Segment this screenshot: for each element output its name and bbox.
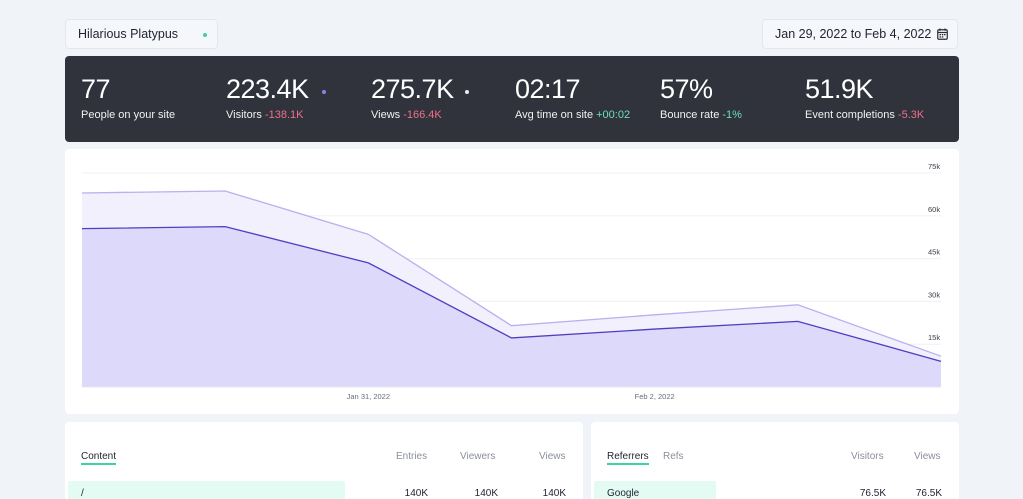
live-status-dot [203, 33, 207, 37]
stat-delta: +00:02 [596, 109, 631, 121]
stat-label: Views [371, 109, 401, 121]
stat-label: People on your site [81, 109, 176, 121]
row-views: 140K [542, 488, 566, 499]
row-visitors: 76.5K [859, 488, 886, 499]
traffic-chart: 75k 60k 45k 30k 15k Jan 31, 2022 Feb 2, 2022 [65, 149, 959, 414]
content-panel: Content Entries Viewers Views / 140K 140… [65, 422, 583, 499]
date-range-picker[interactable]: Jan 29, 2022 to Feb 4, 2022 [762, 19, 958, 49]
row-referrer[interactable]: Google [607, 488, 640, 499]
row-share-bar [68, 481, 345, 499]
column-header-visitors[interactable]: Visitors [851, 451, 884, 462]
x-tick-label: Jan 31, 2022 [347, 392, 390, 401]
y-tick-label: 15k [928, 333, 940, 342]
column-header-views[interactable]: Views [539, 451, 566, 462]
tab-content[interactable]: Content [81, 451, 117, 465]
series-indicator-dot [322, 90, 326, 94]
area-chart: 75k 60k 45k 30k 15k Jan 31, 2022 Feb 2, 2022 [81, 162, 942, 401]
row-views: 76.5K [915, 488, 942, 499]
column-header-entries[interactable]: Entries [396, 451, 428, 462]
y-tick-label: 75k [928, 162, 940, 171]
series-indicator-dot [465, 90, 469, 94]
stat-delta: -1% [722, 109, 742, 121]
date-range-label: Jan 29, 2022 to Feb 4, 2022 [775, 27, 932, 41]
stat-label: Event completions [805, 109, 895, 121]
column-header-viewers[interactable]: Viewers [460, 451, 496, 462]
tab-referrers[interactable]: Referrers [607, 451, 649, 465]
stat-value: 57% [660, 74, 713, 104]
y-tick-label: 60k [928, 205, 940, 214]
stat-value: 77 [81, 74, 111, 104]
stat-visitors[interactable]: 223.4K Visitors -138.1K [226, 74, 326, 121]
row-viewers: 140K [474, 488, 498, 499]
stat-label: Avg time on site [515, 109, 594, 121]
stat-delta: -138.1K [264, 109, 304, 121]
stat-label: Bounce rate [660, 109, 720, 121]
x-tick-label: Feb 2, 2022 [635, 392, 675, 401]
column-header-views[interactable]: Views [914, 451, 941, 462]
stat-views[interactable]: 275.7K Views -166.4K [371, 74, 469, 121]
row-share-bar [594, 481, 716, 499]
stat-value: 275.7K [371, 74, 454, 104]
stat-value: 223.4K [226, 74, 309, 104]
stat-event-completions[interactable]: 51.9K Event completions -5.3K [805, 74, 924, 121]
row-path[interactable]: / [81, 488, 84, 499]
calendar-icon [937, 28, 948, 43]
stat-delta: -166.4K [403, 109, 442, 121]
stat-value: 02:17 [515, 74, 581, 104]
stat-delta: -5.3K [897, 109, 925, 121]
tab-refs[interactable]: Refs [663, 451, 684, 462]
stat-label: Visitors [226, 109, 262, 121]
stat-bounce-rate[interactable]: 57% Bounce rate -1% [660, 74, 742, 121]
site-selector[interactable]: Hilarious Platypus [65, 19, 218, 49]
site-name: Hilarious Platypus [78, 27, 179, 41]
referrers-panel: Referrers Refs Visitors Views Google 76.… [591, 422, 959, 499]
y-tick-label: 30k [928, 290, 940, 299]
stats-bar: 77 People on your site 223.4K Visitors -… [65, 56, 959, 142]
stat-live-visitors[interactable]: 77 People on your site [81, 74, 175, 121]
stat-value: 51.9K [805, 74, 874, 104]
area-visitors [82, 226, 941, 387]
row-entries: 140K [404, 488, 428, 499]
stat-avg-time[interactable]: 02:17 Avg time on site +00:02 [515, 74, 630, 121]
y-tick-label: 45k [928, 248, 940, 257]
